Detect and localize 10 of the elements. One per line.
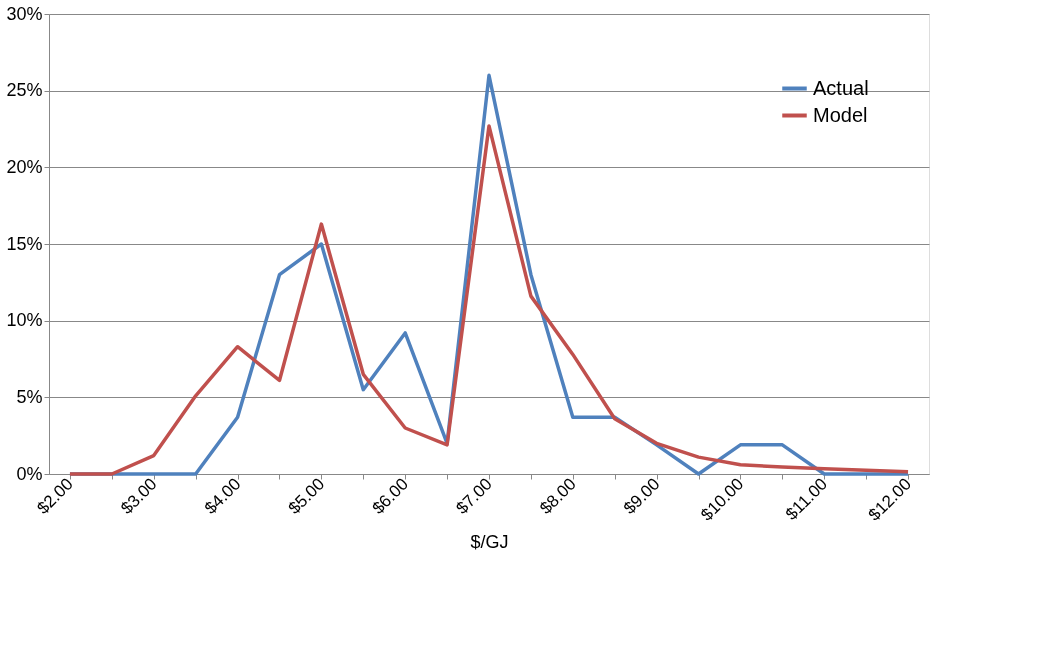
legend-label: Model xyxy=(813,103,868,126)
y-tick-label: 25% xyxy=(6,80,43,101)
y-tick-label: 15% xyxy=(6,233,43,254)
y-tick-label: 30% xyxy=(6,3,43,24)
y-tick-label: 20% xyxy=(6,156,43,177)
legend-label: Actual xyxy=(813,76,869,99)
y-tick-label: 10% xyxy=(6,310,43,331)
y-tick-label: 0% xyxy=(16,463,43,484)
x-axis-title: $/GJ xyxy=(470,531,509,552)
y-tick-label: 5% xyxy=(16,386,43,407)
